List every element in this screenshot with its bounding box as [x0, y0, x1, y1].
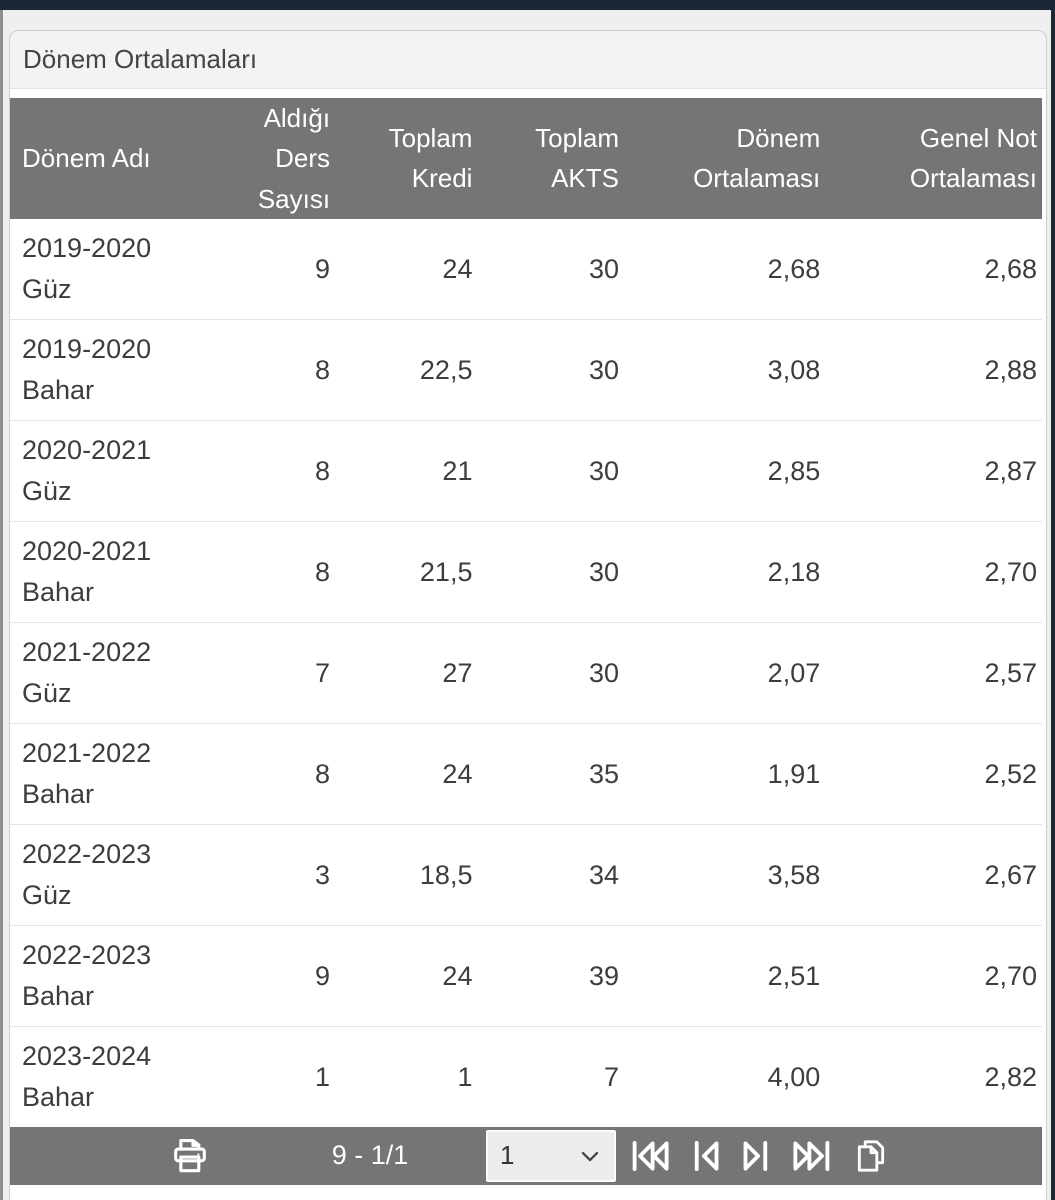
- semester-averages-table: Dönem Adı Aldığı Ders Sayısı Toplam Kred…: [10, 98, 1042, 1127]
- cell-donem-ortalamasi: 2,51: [624, 925, 826, 1027]
- cell-ders-sayisi: 1: [200, 1026, 336, 1127]
- cell-donem-ortalamasi: 2,68: [624, 218, 826, 320]
- next-page-button[interactable]: [739, 1135, 773, 1177]
- cell-genel-not-ortalamasi: 2,82: [825, 1026, 1042, 1127]
- page-title: Dönem Ortalamaları: [23, 44, 258, 74]
- table-row: 2020-2021 Güz 8 21 30 2,85 2,87: [10, 420, 1042, 522]
- pagination-controls: [627, 1127, 891, 1185]
- cell-toplam-akts: 30: [477, 521, 624, 623]
- col-header-donem-adi: Dönem Adı: [10, 98, 201, 219]
- cell-toplam-kredi: 1: [335, 1026, 478, 1127]
- cell-donem-adi: 2020-2021 Bahar: [10, 521, 201, 623]
- chevron-down-icon: [576, 1142, 604, 1170]
- cell-toplam-kredi: 24: [335, 925, 478, 1027]
- cell-donem-ortalamasi: 2,07: [624, 622, 826, 724]
- right-edge-strip: [1051, 0, 1055, 1200]
- cell-donem-adi: 2023-2024 Bahar: [10, 1026, 201, 1127]
- cell-ders-sayisi: 9: [200, 218, 336, 320]
- cell-toplam-kredi: 18,5: [335, 824, 478, 926]
- table-row: 2021-2022 Güz 7 27 30 2,07 2,57: [10, 622, 1042, 724]
- table-row: 2022-2023 Güz 3 18,5 34 3,58 2,67: [10, 824, 1042, 926]
- cell-toplam-kredi: 21,5: [335, 521, 478, 623]
- cell-donem-ortalamasi: 3,58: [624, 824, 826, 926]
- cell-donem-adi: 2021-2022 Güz: [10, 622, 201, 724]
- cell-ders-sayisi: 3: [200, 824, 336, 926]
- cell-ders-sayisi: 8: [200, 420, 336, 522]
- cell-toplam-kredi: 22,5: [335, 319, 478, 421]
- cell-donem-adi: 2022-2023 Güz: [10, 824, 201, 926]
- table-row: 2020-2021 Bahar 8 21,5 30 2,18 2,70: [10, 521, 1042, 623]
- copy-icon: [851, 1135, 891, 1177]
- cell-donem-adi: 2020-2021 Güz: [10, 420, 201, 522]
- table-row: 2022-2023 Bahar 9 24 39 2,51 2,70: [10, 925, 1042, 1027]
- left-edge-strip: [0, 0, 3, 1200]
- cell-donem-adi: 2019-2020 Güz: [10, 218, 201, 320]
- page-select[interactable]: 1: [486, 1129, 616, 1182]
- cell-donem-ortalamasi: 1,91: [624, 723, 826, 825]
- col-header-genel-not-ortalamasi: Genel Not Ortalaması: [825, 98, 1042, 219]
- cell-toplam-akts: 30: [477, 622, 624, 724]
- cell-genel-not-ortalamasi: 2,52: [825, 723, 1042, 825]
- copy-button[interactable]: [851, 1135, 891, 1177]
- cell-donem-ortalamasi: 3,08: [624, 319, 826, 421]
- cell-toplam-akts: 30: [477, 420, 624, 522]
- cell-genel-not-ortalamasi: 2,70: [825, 521, 1042, 623]
- cell-donem-adi: 2022-2023 Bahar: [10, 925, 201, 1027]
- cell-genel-not-ortalamasi: 2,88: [825, 319, 1042, 421]
- top-status-bar: [0, 0, 1055, 10]
- panel-header: Dönem Ortalamaları: [10, 31, 1046, 89]
- table-row: 2021-2022 Bahar 8 24 35 1,91 2,52: [10, 723, 1042, 825]
- cell-ders-sayisi: 7: [200, 622, 336, 724]
- cell-toplam-kredi: 24: [335, 723, 478, 825]
- semester-averages-panel: Dönem Ortalamaları Dönem Adı Aldığı Ders…: [9, 30, 1047, 1200]
- first-page-button[interactable]: [627, 1135, 673, 1177]
- cell-toplam-kredi: 24: [335, 218, 478, 320]
- table-header-row: Dönem Adı Aldığı Ders Sayısı Toplam Kred…: [10, 98, 1042, 219]
- semester-averages-table-wrap: Dönem Adı Aldığı Ders Sayısı Toplam Kred…: [10, 98, 1042, 1200]
- cell-toplam-akts: 30: [477, 218, 624, 320]
- page-select-value: 1: [500, 1140, 515, 1171]
- cell-donem-ortalamasi: 4,00: [624, 1026, 826, 1127]
- cell-genel-not-ortalamasi: 2,68: [825, 218, 1042, 320]
- print-icon: [168, 1138, 212, 1181]
- cell-toplam-akts: 30: [477, 319, 624, 421]
- record-count-info: 9 - 1/1: [331, 1140, 409, 1171]
- cell-ders-sayisi: 8: [200, 319, 336, 421]
- cell-donem-ortalamasi: 2,85: [624, 420, 826, 522]
- cell-toplam-akts: 7: [477, 1026, 624, 1127]
- cell-ders-sayisi: 8: [200, 521, 336, 623]
- cell-genel-not-ortalamasi: 2,57: [825, 622, 1042, 724]
- cell-toplam-akts: 35: [477, 723, 624, 825]
- table-row: 2023-2024 Bahar 1 1 7 4,00 2,82: [10, 1026, 1042, 1127]
- col-header-toplam-kredi: Toplam Kredi: [335, 98, 478, 219]
- cell-ders-sayisi: 8: [200, 723, 336, 825]
- col-header-ders-sayisi: Aldığı Ders Sayısı: [200, 98, 336, 219]
- last-page-button[interactable]: [789, 1135, 835, 1177]
- cell-toplam-akts: 34: [477, 824, 624, 926]
- cell-toplam-akts: 39: [477, 925, 624, 1027]
- cell-donem-adi: 2021-2022 Bahar: [10, 723, 201, 825]
- col-header-donem-ortalamasi: Dönem Ortalaması: [624, 98, 826, 219]
- cell-toplam-kredi: 21: [335, 420, 478, 522]
- cell-genel-not-ortalamasi: 2,70: [825, 925, 1042, 1027]
- cell-genel-not-ortalamasi: 2,87: [825, 420, 1042, 522]
- last-page-icon: [789, 1135, 835, 1177]
- previous-page-icon: [689, 1135, 723, 1177]
- cell-toplam-kredi: 27: [335, 622, 478, 724]
- cell-donem-ortalamasi: 2,18: [624, 521, 826, 623]
- next-page-icon: [739, 1135, 773, 1177]
- cell-donem-adi: 2019-2020 Bahar: [10, 319, 201, 421]
- col-header-toplam-akts: Toplam AKTS: [477, 98, 624, 219]
- cell-genel-not-ortalamasi: 2,67: [825, 824, 1042, 926]
- table-row: 2019-2020 Bahar 8 22,5 30 3,08 2,88: [10, 319, 1042, 421]
- paginator-bar: 9 - 1/1 1: [10, 1126, 1042, 1185]
- panel-bottom-spacer: [10, 1184, 1040, 1200]
- table-row: 2019-2020 Güz 9 24 30 2,68 2,68: [10, 218, 1042, 320]
- cell-ders-sayisi: 9: [200, 925, 336, 1027]
- previous-page-button[interactable]: [689, 1135, 723, 1177]
- first-page-icon: [627, 1135, 673, 1177]
- print-button[interactable]: [168, 1134, 212, 1178]
